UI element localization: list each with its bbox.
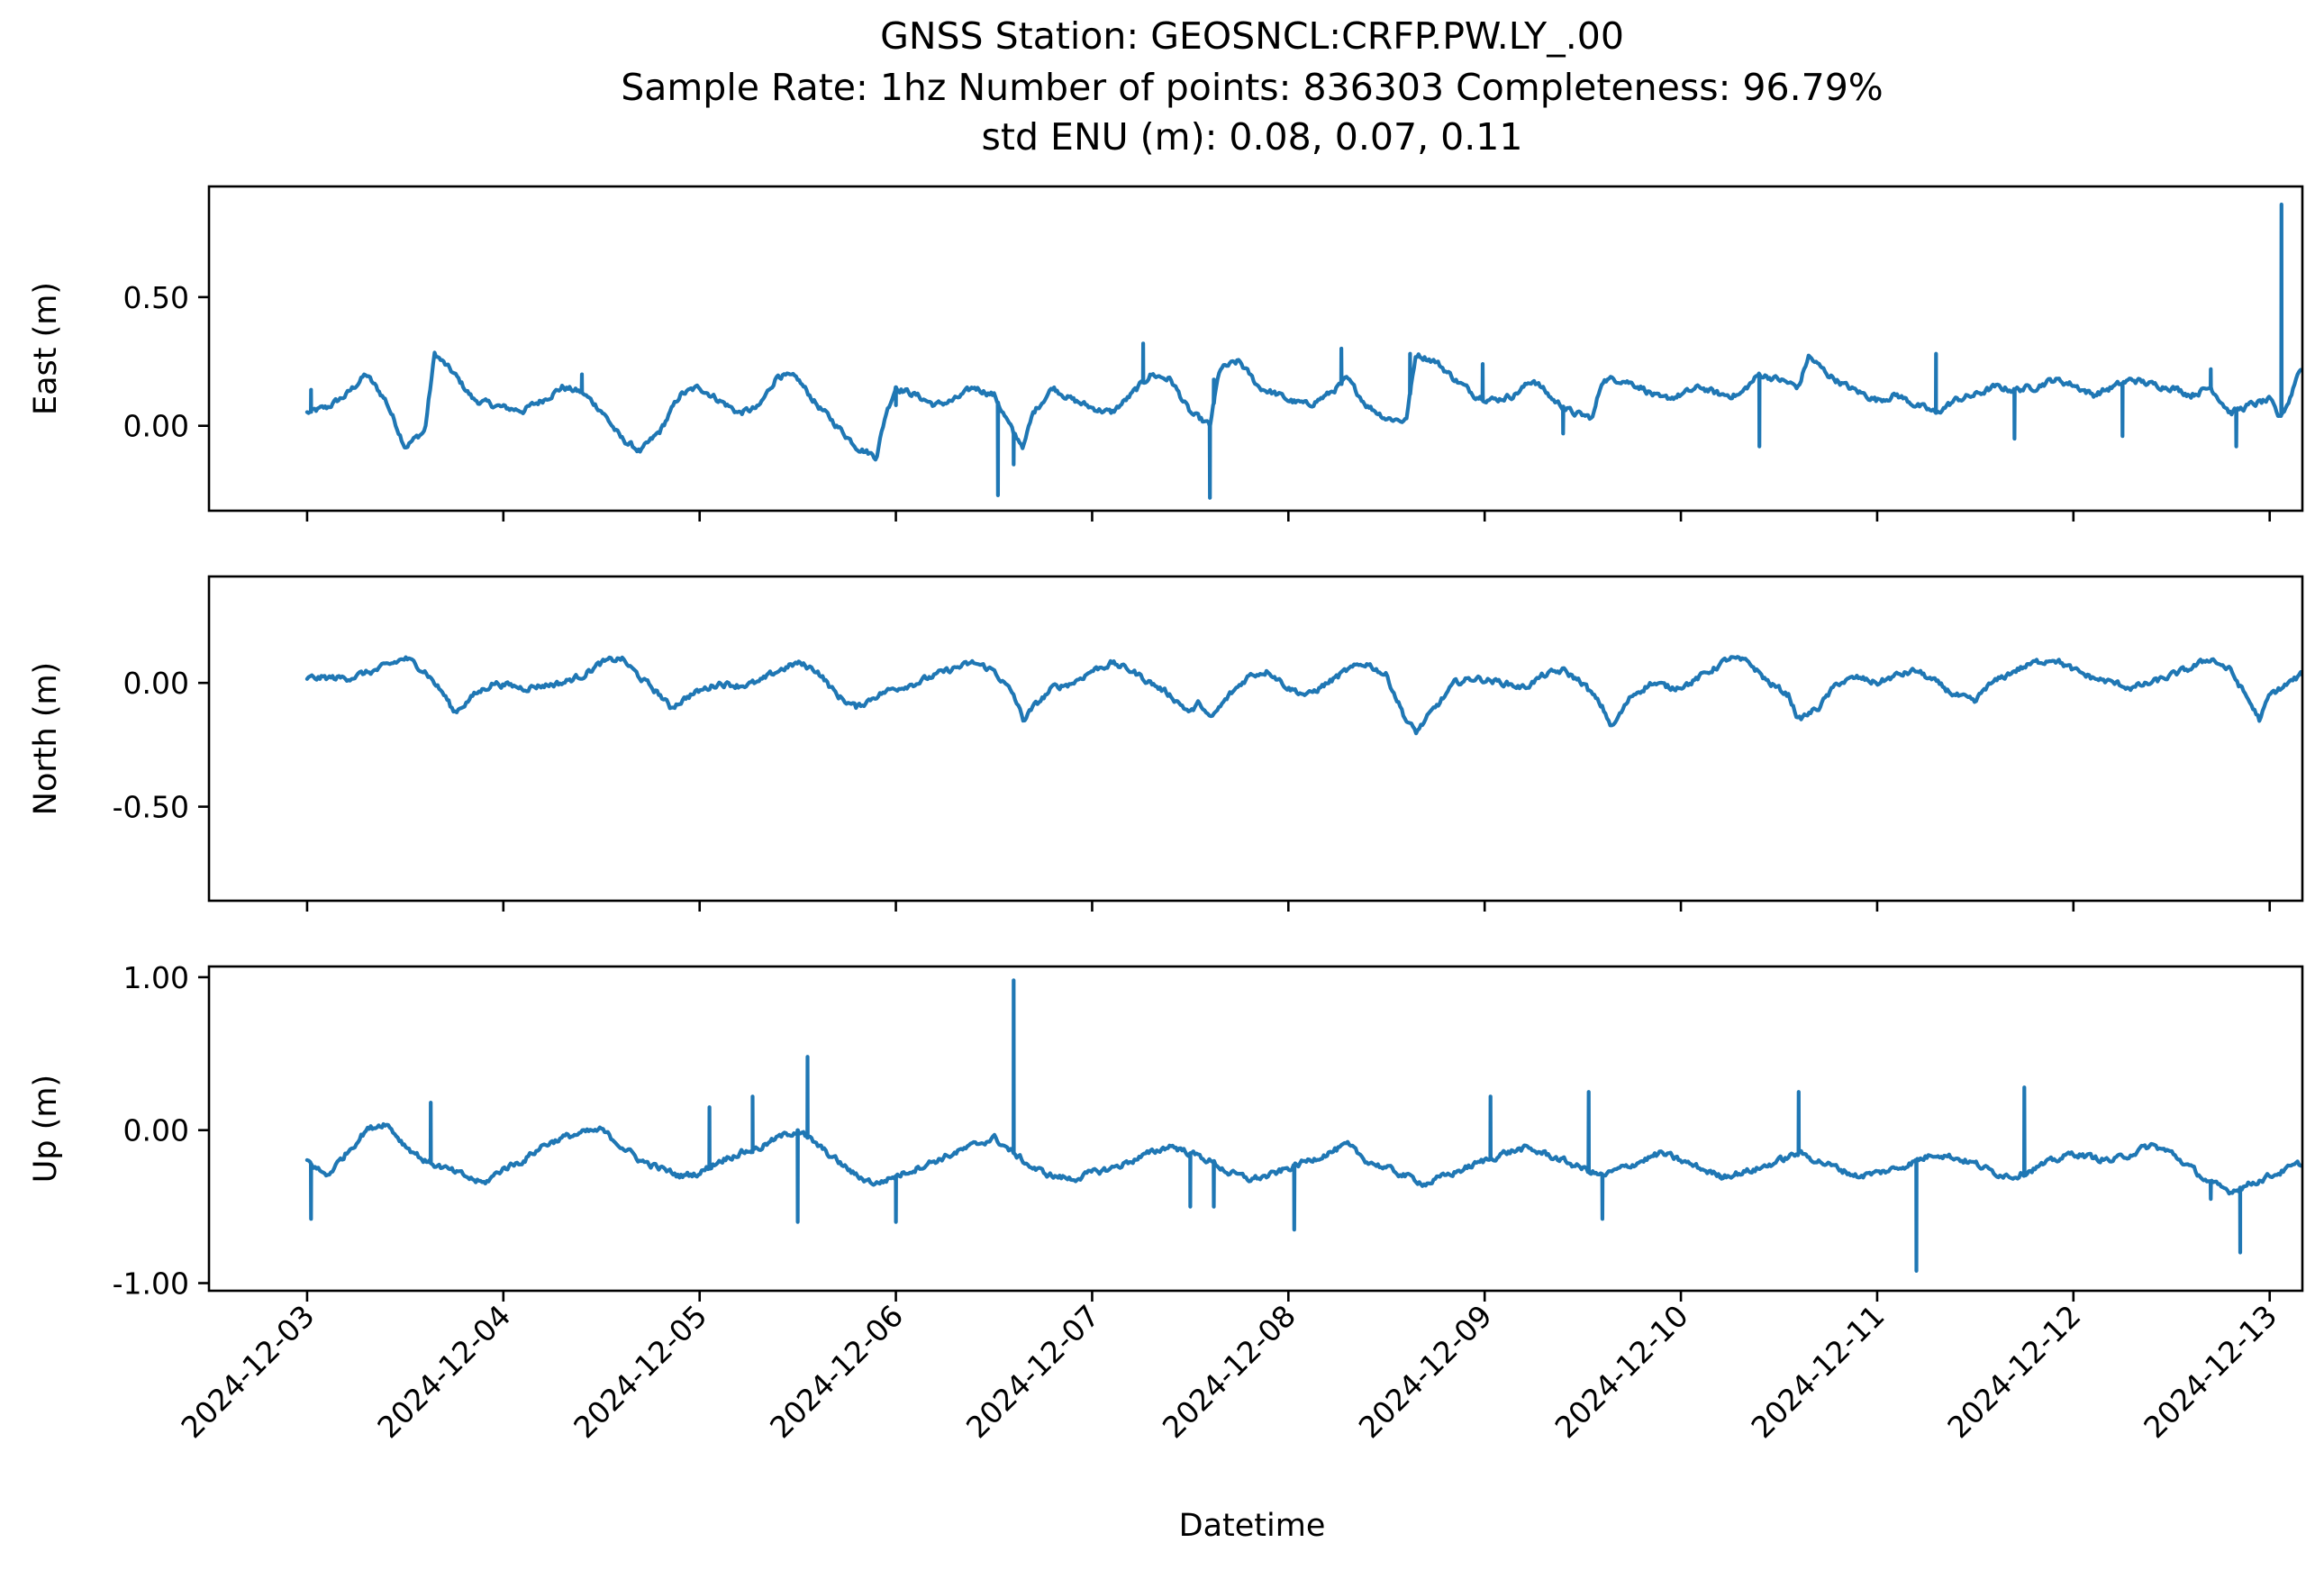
y-axis-label: North (m) — [28, 662, 64, 815]
series-line-up — [304, 978, 2302, 1273]
chart-title-line-2: Sample Rate: 1hz Number of points: 83630… — [621, 66, 1884, 109]
y-tick-label: 0.00 — [123, 666, 189, 701]
series-line-north — [304, 655, 2302, 736]
up-panel: 1.00 0.00 -1.00 Up (m) — [28, 960, 2304, 1302]
plot-frame — [207, 965, 2304, 1293]
east-panel: 0.00 0.50 East (m) — [28, 185, 2304, 522]
y-tick-label: 0.00 — [123, 1113, 189, 1148]
y-tick-label: -1.00 — [113, 1266, 189, 1302]
y-tick-label: 0.00 — [123, 409, 189, 444]
series-line-east — [304, 202, 2302, 500]
y-axis-label: Up (m) — [28, 1075, 64, 1183]
chart-title-line-3: std ENU (m): 0.08, 0.07, 0.11 — [982, 115, 1523, 159]
plot-frame — [207, 575, 2304, 903]
y-axis-label: East (m) — [28, 282, 64, 415]
y-tick-label: 1.00 — [123, 960, 189, 995]
y-tick-label: 0.50 — [123, 280, 189, 315]
y-tick-label: -0.50 — [113, 790, 189, 825]
x-axis-label: Datetime — [1179, 1508, 1326, 1544]
chart-title-line-1: GNSS Station: GEOSNCL:CRFP.PW.LY_.00 — [880, 14, 1624, 58]
plot-frame — [207, 185, 2304, 513]
north-panel: 0.00 -0.50 North (m) — [28, 575, 2304, 912]
